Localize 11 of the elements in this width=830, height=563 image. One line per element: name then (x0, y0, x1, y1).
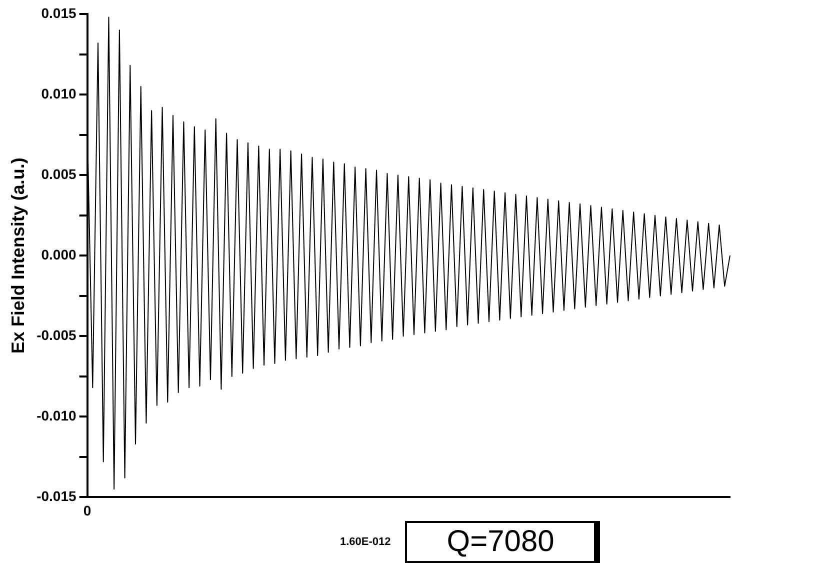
y-tick-label: 0.015 (41, 4, 76, 21)
text: Q=7080 (404, 520, 600, 562)
y-tick-label: 0.005 (41, 166, 76, 182)
y-tick-label: 0.010 (41, 85, 76, 102)
x-tick-label: 0 (83, 502, 92, 518)
y-tick-label: -0.010 (36, 408, 77, 424)
y-axis-title: Ex Field Intensity (a.u.) (8, 158, 28, 354)
y-tick-label: -0.005 (36, 326, 77, 343)
y-tick-label: 0.000 (41, 246, 76, 262)
y-tick-label: -0.015 (36, 488, 77, 504)
text: 1.60E-012 (340, 536, 391, 548)
